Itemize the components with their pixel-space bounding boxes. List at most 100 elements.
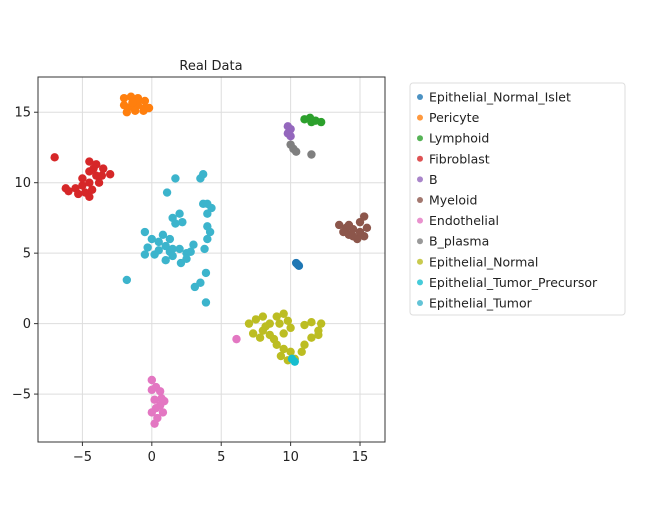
data-point [232,334,241,344]
data-point [201,298,211,307]
data-point [99,164,108,173]
chart-title: Real Data [179,59,242,74]
legend-label: B [429,172,438,187]
data-point [160,396,169,406]
data-point [189,240,198,249]
legend-marker [417,176,423,183]
legend-marker [417,114,423,121]
legend-label: Epithelial_Normal_Islet [429,90,571,105]
data-point [291,147,301,156]
legend-label: Epithelial_Tumor [429,296,533,311]
y-tick-label: 0 [23,317,31,332]
data-point [190,282,200,292]
data-point [150,395,159,404]
data-point [286,323,295,333]
data-point [162,188,172,197]
series-pericyte [119,92,154,117]
data-point [359,212,369,221]
series-lymphoid [300,113,326,127]
data-point [279,344,288,354]
data-point [344,220,354,230]
data-point [316,319,326,328]
x-tick-label: 5 [217,450,225,465]
axis-ticks: −5 0 5 10 15 −5 0 5 10 15 [12,106,368,465]
legend-label: Fibroblast [429,151,490,166]
legend-label: Epithelial_Normal [429,254,538,269]
y-tick-label: 10 [14,176,31,191]
data-point [286,347,295,357]
data-point [87,185,97,194]
series-myeloid [334,212,372,244]
plot-frame [37,76,386,443]
data-point [150,250,159,259]
data-point [176,258,186,268]
data-point [307,318,316,327]
data-point [198,199,208,209]
legend-marker [417,197,423,203]
legend-label: Epithelial_Tumor_Precursor [429,275,598,290]
data-point [85,157,94,166]
data-point [272,312,281,321]
data-point [140,227,150,237]
data-point [175,244,184,254]
series-epithelial-normal-islet [291,258,304,271]
data-point [276,351,286,361]
legend-marker [417,135,423,142]
data-point [158,230,168,240]
data-point [251,315,261,324]
data-point [307,333,316,342]
data-point [161,256,170,265]
x-tick-label: 10 [282,450,299,465]
legend-marker [417,217,423,224]
data-point [147,408,157,417]
series-epithelial-tumor-precursor [287,354,299,366]
data-point [297,347,306,357]
data-point [287,354,297,364]
data-point [143,243,152,252]
data-point [97,171,107,180]
data-point [140,250,150,259]
data-point [140,96,150,106]
data-point [203,222,212,231]
legend-label: Lymphoid [429,131,489,146]
series-fibroblast [50,153,115,201]
series-b [283,122,295,141]
data-point [154,237,163,247]
data-point [175,209,184,218]
legend-label: B_plasma [429,234,489,249]
data-point [362,223,372,232]
data-point [78,181,87,190]
data-point [198,170,208,179]
series-endothelial [147,334,241,428]
data-point [105,170,115,179]
x-tick-label: 0 [148,450,156,465]
data-point [74,189,83,199]
data-point [307,117,316,127]
data-point [119,100,129,110]
data-point [279,329,288,338]
data-point [186,247,195,256]
legend-marker [417,258,423,265]
legend-marker [417,238,423,245]
y-tick-label: −5 [12,388,31,403]
data-point [286,131,295,141]
data-point [85,192,94,201]
data-point [94,178,104,187]
data-point [61,184,70,193]
x-tick-label: −5 [73,450,92,465]
data-point [283,316,293,326]
data-point [258,312,268,321]
data-point [144,103,154,113]
data-point [244,319,254,328]
data-point [355,227,365,237]
data-point [122,108,132,117]
data-point [201,268,211,278]
legend-label: Myeloid [429,193,477,208]
legend-marker [417,279,423,286]
data-point [50,153,59,162]
data-point [255,333,265,342]
legend-box [409,82,626,316]
series-epithelial-normal [244,309,326,365]
data-point [147,375,157,385]
data-point [178,217,187,227]
